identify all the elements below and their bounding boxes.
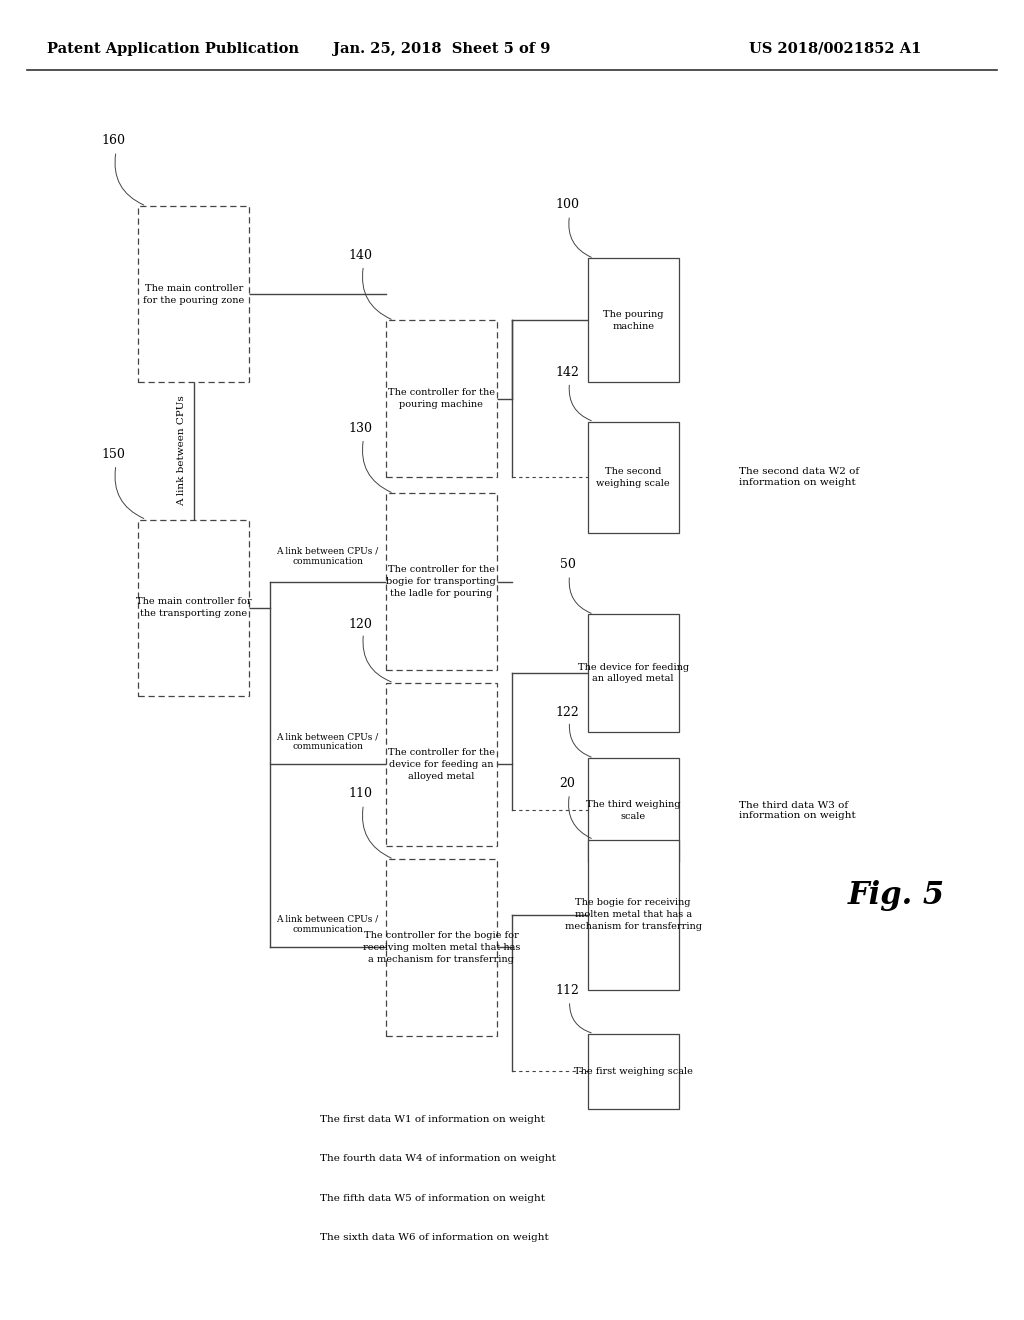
Bar [138, 206, 250, 383]
Text: The controller for the bogie for
receiving molten metal that has
a mechanism for: The controller for the bogie for receivi… [362, 931, 520, 964]
Text: The pouring
machine: The pouring machine [603, 310, 664, 331]
Text: A link between CPUs: A link between CPUs [177, 396, 185, 507]
Text: 122: 122 [556, 706, 580, 719]
Text: 142: 142 [556, 366, 580, 379]
Text: 150: 150 [101, 447, 125, 461]
Text: 140: 140 [348, 248, 373, 261]
Text: 130: 130 [348, 421, 373, 434]
Text: 50: 50 [560, 558, 575, 572]
Text: The controller for the
bogie for transporting
the ladle for pouring: The controller for the bogie for transpo… [386, 565, 497, 598]
Text: Fig. 5: Fig. 5 [847, 879, 944, 911]
Bar [386, 494, 497, 669]
Text: 110: 110 [348, 788, 373, 800]
Bar [386, 321, 497, 477]
Text: The third data W3 of
information on weight: The third data W3 of information on weig… [739, 800, 856, 820]
Bar [588, 614, 679, 731]
Bar [588, 758, 679, 862]
Text: The third weighing
scale: The third weighing scale [586, 800, 681, 821]
Bar [588, 259, 679, 383]
Text: The device for feeding
an alloyed metal: The device for feeding an alloyed metal [578, 663, 689, 684]
Text: The controller for the
device for feeding an
alloyed metal: The controller for the device for feedin… [388, 748, 495, 781]
Text: The main controller for
the transporting zone: The main controller for the transporting… [136, 598, 252, 618]
Text: 160: 160 [101, 135, 125, 148]
Text: The second
weighing scale: The second weighing scale [596, 467, 670, 487]
Text: 20: 20 [560, 777, 575, 789]
Text: The fourth data W4 of information on weight: The fourth data W4 of information on wei… [321, 1155, 556, 1163]
Bar [588, 840, 679, 990]
Bar [588, 1034, 679, 1109]
Text: 112: 112 [556, 983, 580, 997]
Text: The sixth data W6 of information on weight: The sixth data W6 of information on weig… [321, 1233, 549, 1242]
Text: A link between CPUs /
communication: A link between CPUs / communication [276, 546, 379, 566]
Text: The fifth data W5 of information on weight: The fifth data W5 of information on weig… [321, 1193, 545, 1203]
Text: 120: 120 [348, 618, 373, 631]
Bar [588, 421, 679, 533]
Text: The controller for the
pouring machine: The controller for the pouring machine [388, 388, 495, 409]
Text: The main controller
for the pouring zone: The main controller for the pouring zone [143, 284, 245, 305]
Text: A link between CPUs /
communication: A link between CPUs / communication [276, 733, 379, 751]
Text: Patent Application Publication: Patent Application Publication [47, 42, 299, 55]
Bar [138, 520, 250, 696]
Text: US 2018/0021852 A1: US 2018/0021852 A1 [749, 42, 922, 55]
Text: 100: 100 [556, 198, 580, 211]
Bar [386, 859, 497, 1035]
Bar [386, 682, 497, 846]
Text: A link between CPUs /
communication: A link between CPUs / communication [276, 915, 379, 935]
Text: The first weighing scale: The first weighing scale [573, 1067, 692, 1076]
Text: Jan. 25, 2018  Sheet 5 of 9: Jan. 25, 2018 Sheet 5 of 9 [333, 42, 550, 55]
Text: The second data W2 of
information on weight: The second data W2 of information on wei… [739, 467, 859, 487]
Text: The first data W1 of information on weight: The first data W1 of information on weig… [321, 1115, 545, 1125]
Text: The bogie for receiving
molten metal that has a
mechanism for transferring: The bogie for receiving molten metal tha… [564, 899, 701, 931]
